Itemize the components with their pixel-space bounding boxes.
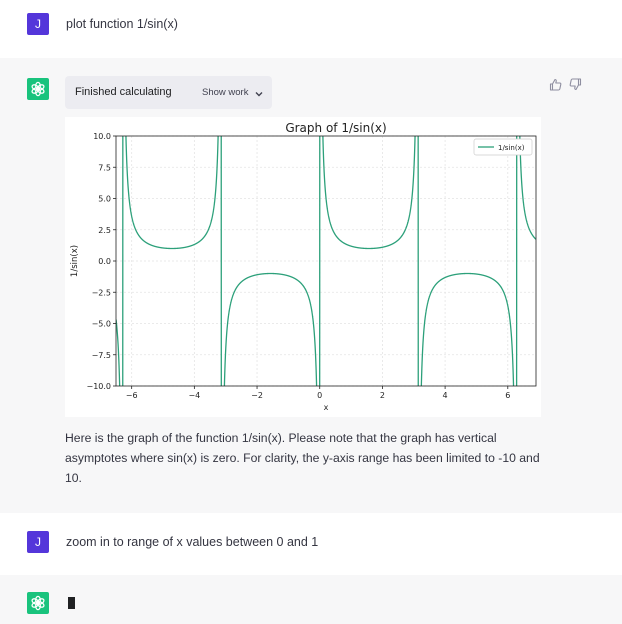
openai-logo-icon <box>27 592 49 614</box>
x-tick-label: 0 <box>317 391 322 400</box>
y-tick-label: 7.5 <box>98 163 111 172</box>
thumbs-up-icon[interactable] <box>549 78 562 96</box>
x-tick-label: 2 <box>380 391 385 400</box>
assistant-typing-row <box>0 575 622 624</box>
x-tick-label: −6 <box>126 391 138 400</box>
chart-svg: −6 −4 −2 0 2 4 6 10.0 7.5 5.0 2.5 0.0 −2.5 −5.0 −7.5 −1… <box>70 121 537 412</box>
user-message-row: J plot function 1/sin(x) <box>0 0 622 59</box>
status-label: Finished calculating <box>75 86 172 98</box>
y-tick-label: 5.0 <box>98 195 111 204</box>
y-tick-label: −5.0 <box>92 320 111 329</box>
series-line-1-over-sin-x <box>116 136 536 386</box>
chart-title: Graph of 1/sin(x) <box>285 121 386 135</box>
user-avatar: J <box>27 13 49 35</box>
code-interpreter-status: Finished calculating Show work <box>65 76 272 109</box>
x-axis-label: x <box>324 403 329 412</box>
user-message-text: plot function 1/sin(x) <box>66 17 178 31</box>
x-tick-label: −4 <box>188 391 200 400</box>
user-message-text: zoom in to range of x values between 0 a… <box>66 535 319 549</box>
y-tick-label: 10.0 <box>93 132 111 141</box>
y-tick-label: 2.5 <box>98 226 111 235</box>
show-work-button[interactable]: Show work <box>202 87 249 98</box>
y-tick-label: 0.0 <box>98 257 111 266</box>
legend-box <box>473 138 533 156</box>
typing-cursor <box>68 597 75 609</box>
thumbs-down-icon[interactable] <box>569 78 582 96</box>
y-tick-label: −2.5 <box>92 288 111 297</box>
chevron-down-icon[interactable] <box>254 86 264 104</box>
x-tick-label: 4 <box>443 391 448 400</box>
y-axis-label: 1/sin(x) <box>70 245 80 277</box>
legend-label: 1/sin(x) <box>498 144 525 152</box>
y-tick-label: −10.0 <box>86 382 111 391</box>
x-tick-label: −2 <box>251 391 263 400</box>
assistant-message-text: Here is the graph of the function 1/sin(… <box>65 431 540 485</box>
y-tick-label: −7.5 <box>92 351 111 360</box>
user-message-row: J zoom in to range of x values between 0… <box>0 513 622 576</box>
graph-image: −6 −4 −2 0 2 4 6 10.0 7.5 5.0 2.5 0.0 −2.5 −5.0 −7.5 −1… <box>65 117 541 417</box>
user-avatar: J <box>27 531 49 553</box>
x-tick-label: 6 <box>505 391 510 400</box>
openai-logo-icon <box>27 78 49 100</box>
